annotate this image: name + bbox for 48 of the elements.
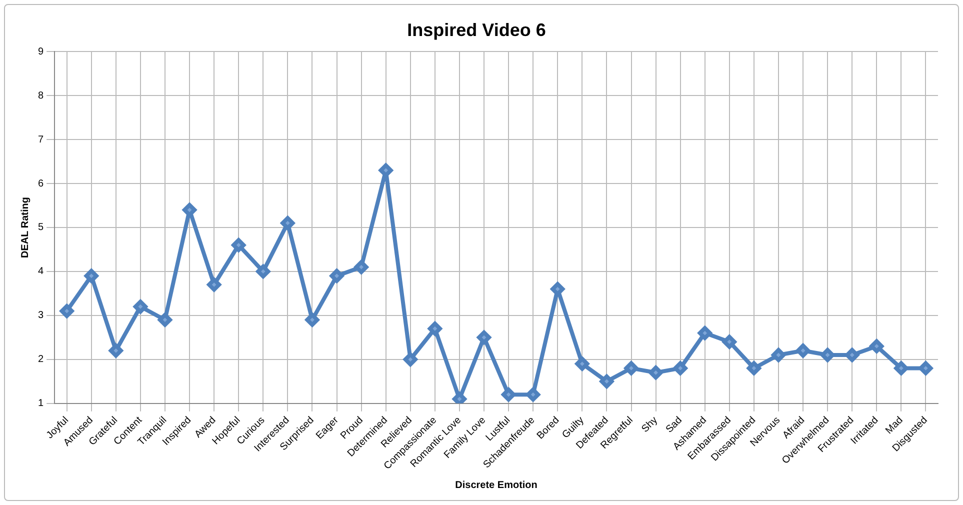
point: [820, 348, 835, 362]
point: [796, 344, 810, 358]
point: [502, 388, 516, 402]
y-tick-label: 2: [38, 354, 44, 366]
point: [378, 163, 393, 178]
point: [771, 348, 786, 362]
point: [330, 268, 344, 283]
x-axis-title: Discrete Emotion: [455, 480, 538, 491]
y-tick-label: 5: [38, 222, 44, 234]
y-tick-label: 1: [38, 398, 44, 410]
point: [918, 361, 933, 376]
point: [870, 339, 884, 354]
chart-title: Inspired Video 6: [407, 20, 546, 40]
point: [428, 322, 442, 336]
x-tick-label: Shy: [640, 414, 660, 435]
point: [746, 361, 761, 376]
point: [894, 361, 908, 376]
y-tick-label: 9: [38, 46, 44, 58]
point: [305, 312, 320, 327]
point: [575, 356, 590, 371]
point: [698, 326, 712, 340]
y-axis-title: DEAL Rating: [20, 197, 31, 258]
point: [84, 268, 98, 283]
point: [232, 238, 246, 252]
y-tick-label: 4: [38, 266, 44, 278]
y-tick-label: 6: [38, 178, 44, 190]
point: [182, 202, 197, 217]
point: [133, 300, 148, 314]
y-tick-label: 7: [38, 134, 44, 146]
point: [207, 278, 222, 292]
point: [648, 366, 663, 380]
point: [600, 374, 614, 388]
point: [108, 344, 123, 358]
point: [673, 361, 688, 376]
point: [354, 260, 368, 274]
point: [158, 312, 172, 327]
point: [60, 304, 74, 318]
point: [845, 348, 860, 362]
point: [550, 282, 565, 296]
point: [477, 330, 492, 344]
point: [403, 352, 418, 366]
point: [256, 264, 270, 278]
point: [280, 216, 295, 230]
y-tick-label: 8: [38, 90, 44, 102]
point: [722, 334, 736, 349]
point: [526, 388, 540, 402]
point: [624, 361, 638, 376]
y-tick-label: 3: [38, 310, 44, 322]
